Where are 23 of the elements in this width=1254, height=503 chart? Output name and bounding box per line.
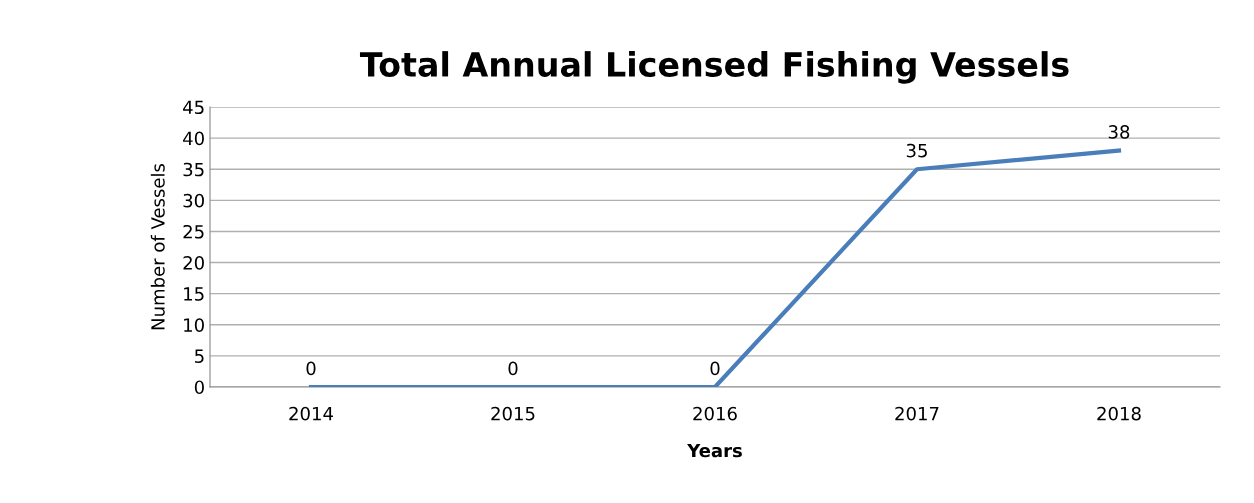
y-tick-label: 40 bbox=[183, 131, 204, 146]
y-tick-label: 15 bbox=[184, 287, 204, 301]
data-label: 38 bbox=[1108, 125, 1130, 139]
data-label: 0 bbox=[710, 361, 720, 376]
data-label: 0 bbox=[306, 361, 316, 376]
y-tick-label: 45 bbox=[183, 100, 204, 115]
x-tick-label: 2018 bbox=[1097, 406, 1141, 421]
x-tick-label: 2015 bbox=[491, 406, 535, 421]
y-tick-label: 20 bbox=[183, 256, 204, 270]
x-axis-title: Years bbox=[687, 443, 742, 458]
y-tick-label: 25 bbox=[183, 224, 204, 239]
y-tick-label: 0 bbox=[194, 380, 204, 395]
y-tick-label: 5 bbox=[195, 349, 204, 364]
x-tick-label: 2016 bbox=[693, 406, 737, 421]
x-tick-label: 2017 bbox=[895, 406, 939, 421]
data-label: 35 bbox=[906, 143, 927, 158]
y-axis-title: Number of Vessels bbox=[150, 163, 165, 330]
chart-title: Total Annual Licensed Fishing Vessels bbox=[359, 51, 1069, 84]
y-tick-label: 10 bbox=[184, 318, 204, 332]
y-tick-label: 30 bbox=[183, 193, 204, 208]
y-tick-label: 35 bbox=[183, 162, 204, 177]
x-tick-label: 2014 bbox=[289, 406, 333, 421]
data-label: 0 bbox=[508, 361, 518, 376]
